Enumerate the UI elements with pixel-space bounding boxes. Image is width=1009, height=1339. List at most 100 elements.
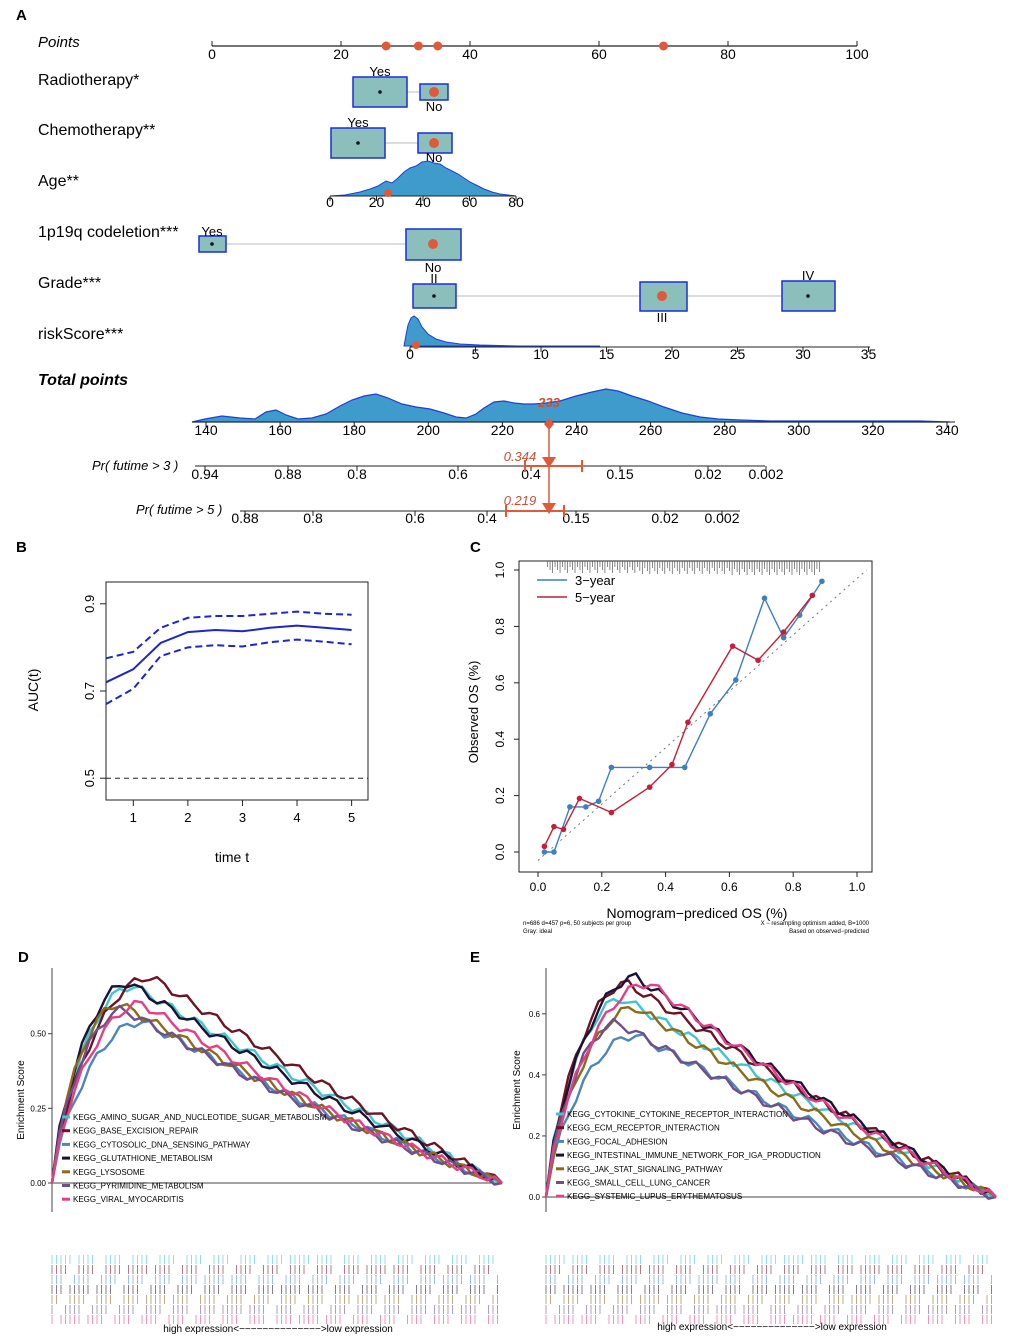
radiotherapy-marker [429, 87, 439, 97]
points-label: Points [38, 34, 80, 51]
gsea-d-xlabel: high expression<−−−−−−−−−−−−−−>low expre… [163, 1324, 393, 1335]
calibration-point-3yr [541, 849, 548, 855]
var-label-age: Age** [38, 173, 79, 190]
pr3-tick-label: 0.002 [748, 466, 783, 482]
gsea-d-ylabel: Enrichment Score [16, 1060, 27, 1140]
age-tick-label: 40 [415, 194, 431, 210]
total-points-tick-label: 340 [935, 422, 959, 438]
gsea-e-ticks: 0.0 0.2 0.4 0.6 [529, 1010, 546, 1202]
chemotherapy-marker [429, 138, 439, 148]
points-tick-label: 0 [208, 46, 216, 62]
calibration-footnote-right-2: Based on observed−predicted [789, 929, 869, 935]
var-label-riskscore: riskScore*** [38, 326, 123, 343]
calibration-point-5yr [551, 823, 557, 830]
calibration-xtick-label: 0.8 [785, 880, 802, 894]
gsea-d-ytick-label: 0.50 [30, 1030, 46, 1039]
total-points-value-label: 233 [537, 395, 560, 410]
pr5-value-label: 0.219 [504, 493, 537, 508]
calibration-ytick-label: 0.0 [493, 843, 507, 860]
gsea-e-ytick-label: 0.2 [529, 1132, 541, 1141]
calibration-series [537, 569, 867, 861]
calibration-xtick-label: 0.2 [593, 880, 610, 894]
gsea-d-legend: KEGG_AMINO_SUGAR_AND_NUCLEOTIDE_SUGAR_ME… [62, 1113, 327, 1204]
calibration-rug [547, 561, 820, 575]
gsea-e-legend-item: KEGG_SYSTEMIC_LUPUS_ERYTHEMATOSUS [567, 1192, 742, 1201]
points-tick-label: 60 [591, 46, 607, 62]
gsea-e-curve [544, 1017, 997, 1200]
points-tick-label: 80 [720, 46, 736, 62]
gsea-d-curve [50, 1004, 503, 1186]
calibration-point-3yr [551, 849, 557, 855]
total-points-label: Total points [38, 372, 128, 389]
calibration-point-3yr [681, 764, 688, 771]
calibration-legend-5yr: 5−year [575, 590, 616, 605]
pr5-ticks: 0.88 0.8 0.6 0.4 0.15 0.02 0.002 [231, 510, 739, 526]
auc-chart: 1 2 3 4 5 0.5 0.7 0.9 time t AUC(t) [25, 581, 369, 865]
calibration-point-5yr [809, 592, 816, 599]
riskscore-tick-label: 35 [861, 346, 877, 362]
calibration-point-5yr [576, 795, 583, 802]
pr5-tick-label: 0.6 [405, 510, 425, 526]
1p19q-no-label: No [425, 260, 442, 275]
gsea-e-curve [544, 983, 997, 1198]
gsea-d-legend-item: KEGG_AMINO_SUGAR_AND_NUCLEOTIDE_SUGAR_ME… [73, 1113, 327, 1122]
auc-xtick-label: 2 [184, 810, 191, 825]
calibration-footnote-left-1: n=686 d=457 p=6, 50 subjects per group [523, 921, 632, 927]
age-density [329, 160, 517, 197]
pr3-tick-label: 0.15 [606, 466, 633, 482]
calibration-point-3yr [732, 677, 739, 683]
auc-series-upper-ci [105, 610, 352, 660]
pr5-marker [542, 503, 556, 514]
panel-label-a: A [16, 7, 27, 24]
gsea-e-ytick-label: 0.0 [529, 1193, 541, 1202]
total-points-tick-label: 160 [268, 422, 292, 438]
grade-iii-label: III [657, 310, 668, 325]
gsea-e-legend-item: KEGG_SMALL_CELL_LUNG_CANCER [567, 1179, 710, 1188]
nomogram: Points 0 20 40 60 80 100 Radiotherapy* Yes No… [38, 34, 959, 526]
pr3-value-label: 0.344 [504, 449, 537, 464]
auc-xtick-label: 3 [239, 810, 246, 825]
gsea-d-curves [50, 975, 503, 1186]
pr3-tick-label: 0.6 [448, 466, 468, 482]
points-marker [413, 41, 423, 51]
age-ticks: 0 20 40 60 80 [326, 194, 524, 210]
calibration-legend-3yr: 3−year [575, 573, 616, 588]
calibration-point-5yr [560, 826, 567, 833]
pr5-tick-label: 0.002 [704, 510, 739, 526]
gsea-d-legend-item: KEGG_CYTOSOLIC_DNA_SENSING_PATHWAY [73, 1140, 251, 1149]
pr3-ticks: 0.94 0.88 0.8 0.6 0.4 0.15 0.02 0.002 [191, 466, 784, 482]
calibration-ytick-label: 1.0 [493, 561, 507, 578]
gsea-d-curve [50, 975, 503, 1184]
total-points-ticks: 140 160 180 200 220 240 260 280 300 320 340 [194, 422, 959, 438]
calibration-footnote-right-1: X − resampling optimism added, B=1000 [761, 921, 870, 927]
total-points-tick-label: 320 [861, 422, 885, 438]
gsea-e-legend-item: KEGG_FOCAL_ADHESION [567, 1137, 668, 1146]
1p19q-yes-label: Yes [201, 224, 223, 239]
pr5-tick-label: 0.02 [651, 510, 678, 526]
riskscore-ticks: 0 5 10 15 20 25 30 35 [406, 346, 876, 362]
riskscore-tick-label: 15 [599, 346, 615, 362]
gsea-e-legend-item: KEGG_CYTOKINE_CYTOKINE_RECEPTOR_INTERACT… [567, 1110, 788, 1119]
auc-series-auc [105, 624, 352, 684]
points-markers [381, 41, 668, 51]
auc-ytick-label: 0.9 [82, 595, 97, 613]
calibration-point-3yr [567, 804, 573, 810]
total-points-tick-label: 220 [491, 422, 515, 438]
total-points-tick-label: 240 [565, 422, 589, 438]
riskscore-density [403, 315, 600, 347]
auc-ytick-label: 0.5 [82, 769, 97, 787]
pr3-tick-label: 0.94 [191, 466, 218, 482]
calibration-point-5yr [729, 643, 736, 649]
radiotherapy-no-label: No [426, 99, 443, 114]
gsea-d-legend-item: KEGG_VIRAL_MYOCARDITIS [73, 1195, 184, 1204]
panel-label-e: E [470, 949, 480, 966]
riskscore-tick-label: 0 [406, 346, 414, 362]
auc-ylabel: AUC(t) [25, 669, 41, 712]
calibration-ylabel: Observed OS (%) [466, 661, 481, 764]
gsea-e-barcode [545, 1255, 992, 1324]
gsea-d-ytick-label: 0.25 [30, 1104, 46, 1113]
gsea-e-ytick-label: 0.4 [529, 1071, 541, 1080]
gsea-d-legend-item: KEGG_PYRIMIDINE_METABOLISM [73, 1182, 204, 1191]
auc-xlabel: time t [215, 849, 249, 865]
